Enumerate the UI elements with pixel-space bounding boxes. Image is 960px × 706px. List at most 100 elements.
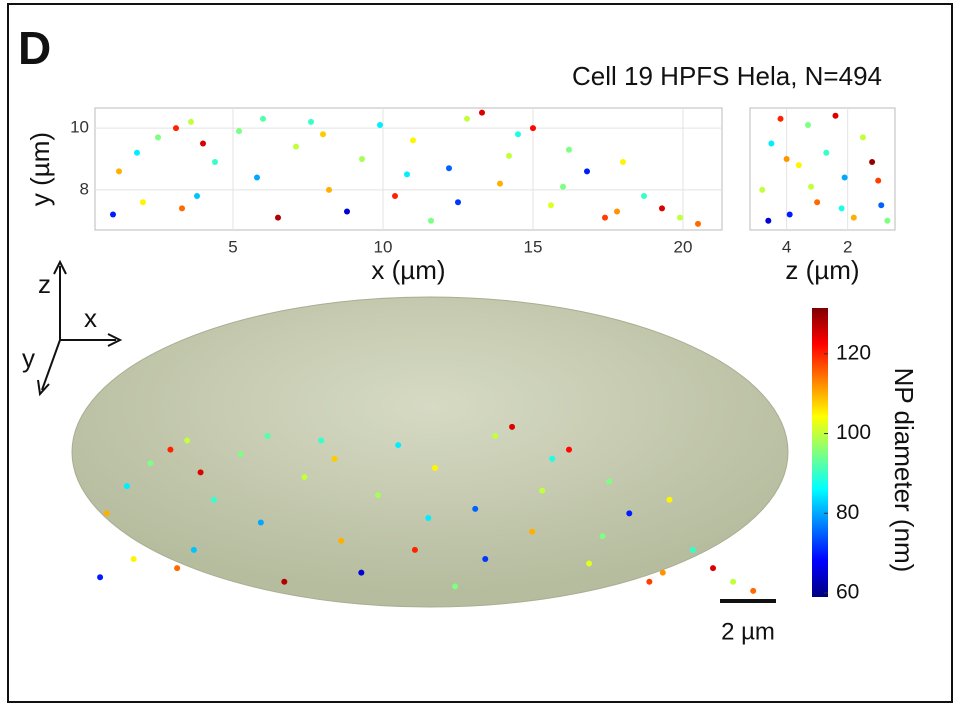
np-point — [344, 208, 350, 215]
colorbar-tick-label: 120 — [836, 341, 871, 364]
np-point — [695, 220, 701, 227]
np-point — [869, 159, 876, 166]
np-point — [641, 193, 647, 200]
np-point — [560, 183, 566, 190]
np-point — [212, 159, 218, 166]
np-point — [194, 193, 200, 200]
np-point-3d — [529, 528, 536, 535]
np-point-3d — [375, 492, 382, 499]
np-point — [404, 171, 410, 178]
np-point-3d — [130, 555, 137, 562]
np-point-3d — [318, 437, 325, 444]
np-point — [659, 205, 665, 212]
np-point — [795, 162, 802, 169]
np-point-3d — [730, 578, 737, 585]
np-point — [768, 140, 775, 147]
np-point — [188, 118, 194, 125]
y-tick-label: 8 — [80, 179, 89, 198]
np-point — [134, 149, 140, 156]
np-point-3d — [123, 483, 130, 490]
np-point-3d — [174, 565, 181, 572]
np-point-3d — [210, 496, 217, 503]
np-point-3d — [492, 432, 499, 439]
np-point — [392, 193, 398, 200]
np-point-3d — [509, 423, 516, 430]
x-tick-label: 10 — [374, 237, 393, 256]
np-point — [464, 115, 470, 122]
np-point-3d — [190, 546, 197, 553]
colorbar — [812, 308, 828, 597]
np-point — [326, 186, 332, 193]
np-point-3d — [184, 437, 191, 444]
np-point — [808, 183, 815, 190]
np-point — [179, 205, 185, 212]
np-point — [859, 134, 866, 141]
x-axis-label: x (µm) — [371, 255, 445, 285]
np-point-3d — [539, 487, 546, 494]
x-axis-label: z (µm) — [785, 255, 859, 285]
np-point — [777, 115, 784, 122]
np-point — [236, 128, 242, 135]
np-point-3d — [103, 510, 110, 517]
np-point — [884, 217, 891, 224]
np-point-3d — [425, 514, 432, 521]
colorbar-label: NP diameter (nm) — [889, 368, 919, 573]
np-point — [677, 214, 683, 221]
np-point-3d — [666, 496, 673, 503]
np-point — [841, 174, 848, 181]
np-point — [455, 199, 461, 206]
np-point-3d — [147, 460, 154, 467]
np-point — [783, 155, 790, 162]
np-point-3d — [237, 451, 244, 458]
x-tick-label: 2 — [843, 237, 852, 256]
plot-area — [94, 107, 723, 231]
np-point-3d — [586, 560, 593, 567]
colorbar-tick-label: 100 — [836, 421, 871, 444]
np-point-3d — [750, 587, 757, 594]
triad-y: y — [22, 343, 35, 373]
np-point — [293, 143, 299, 150]
axis-triad — [37, 259, 123, 397]
np-point-3d — [565, 446, 572, 453]
np-point — [200, 140, 206, 147]
np-point-3d — [395, 442, 402, 449]
frame — [7, 3, 953, 703]
np-point — [428, 217, 434, 224]
np-point — [140, 199, 146, 206]
np-point — [155, 134, 161, 141]
np-point — [308, 118, 314, 125]
np-point — [359, 155, 365, 162]
np-point — [584, 168, 590, 175]
np-point-3d — [264, 432, 271, 439]
np-point-3d — [626, 510, 633, 517]
np-point — [838, 205, 845, 212]
np-point-3d — [197, 469, 204, 476]
x-tick-label: 20 — [674, 237, 693, 256]
np-point — [548, 202, 554, 209]
np-point — [410, 137, 416, 144]
np-point — [614, 208, 620, 215]
colorbar-tick-label: 60 — [836, 581, 859, 604]
np-point-3d — [338, 537, 345, 544]
np-point-3d — [281, 578, 288, 585]
np-point — [260, 115, 266, 122]
np-point — [254, 174, 260, 181]
np-point — [832, 112, 839, 119]
plot-area — [749, 107, 896, 231]
np-point-3d — [452, 583, 459, 590]
np-point-3d — [257, 519, 264, 526]
y-tick-label: 10 — [70, 118, 89, 137]
x-tick-label: 5 — [228, 237, 237, 256]
np-point — [620, 159, 626, 166]
np-point — [786, 211, 793, 218]
np-point — [875, 177, 882, 184]
np-point — [320, 131, 326, 138]
x-tick-label: 4 — [782, 237, 791, 256]
np-point — [506, 152, 512, 159]
np-point-3d — [358, 569, 365, 576]
np-point-3d — [710, 565, 717, 572]
np-point-3d — [432, 464, 439, 471]
np-point-3d — [301, 473, 308, 480]
np-point — [173, 125, 179, 132]
